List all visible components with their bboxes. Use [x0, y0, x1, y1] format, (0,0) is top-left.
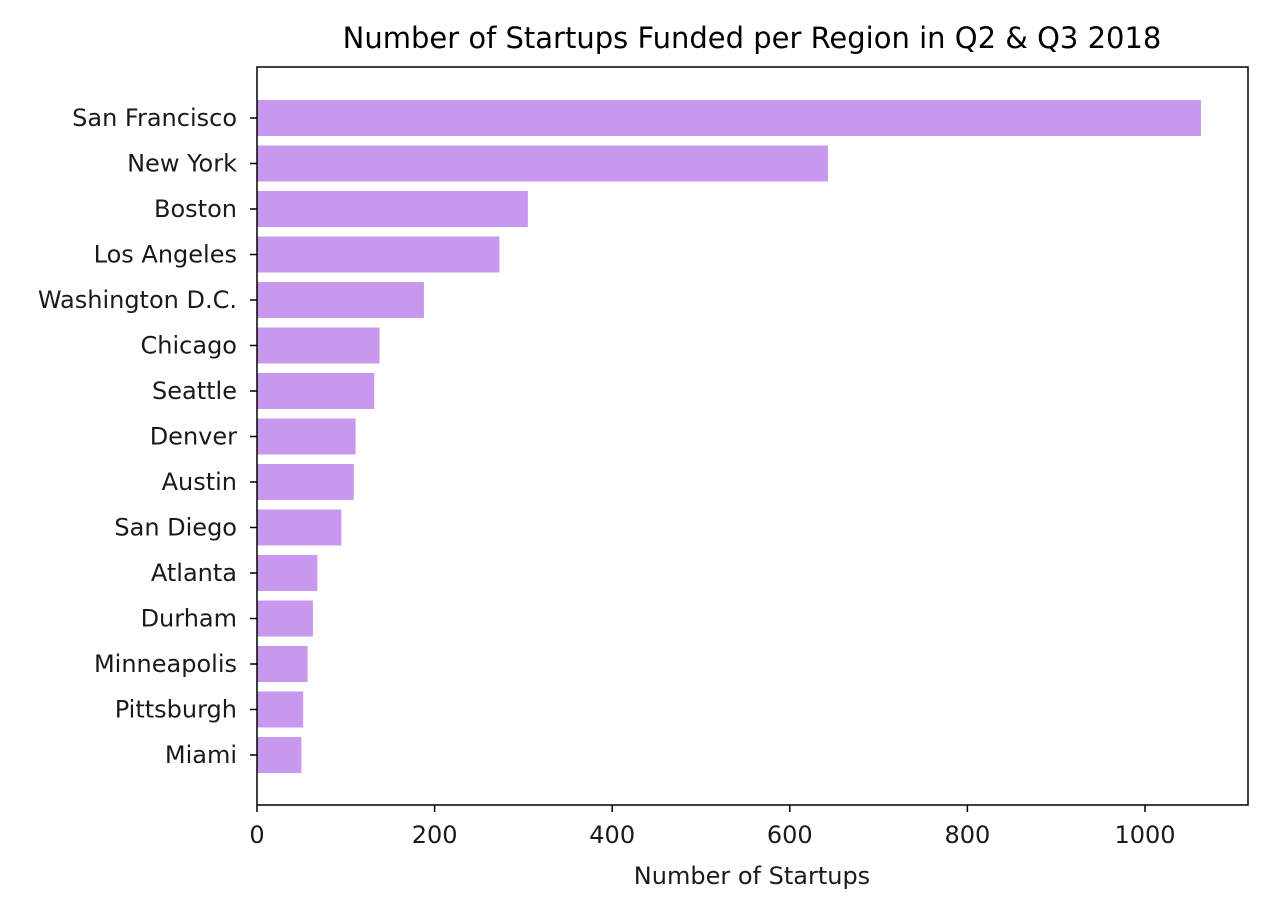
- bar-durham: [257, 600, 313, 637]
- bar-denver: [257, 418, 356, 455]
- y-tick-label: Austin: [162, 468, 237, 496]
- bar-austin: [257, 464, 354, 500]
- bar-boston: [257, 191, 528, 227]
- chart-title: Number of Startups Funded per Region in …: [343, 21, 1162, 55]
- y-tick-label: San Francisco: [72, 104, 237, 132]
- x-tick-label: 0: [249, 821, 264, 849]
- bar-new-york: [257, 145, 828, 182]
- y-tick-label: Seattle: [152, 377, 237, 405]
- x-tick-label: 200: [412, 821, 458, 849]
- y-tick-label: Los Angeles: [94, 241, 237, 269]
- y-tick-label: New York: [127, 150, 237, 178]
- x-tick-label: 1000: [1114, 821, 1175, 849]
- y-tick-label: Minneapolis: [94, 650, 237, 678]
- y-axis: San Francisco New York Boston Los Angeles Wa…: [38, 104, 257, 769]
- y-tick-label: Durham: [141, 605, 237, 633]
- bars-group: [257, 100, 1201, 773]
- y-tick-label: Boston: [154, 195, 237, 223]
- x-axis-label: Number of Startups: [634, 862, 870, 890]
- bar-chicago: [257, 327, 380, 364]
- y-tick-label: Atlanta: [151, 559, 237, 587]
- x-tick-label: 800: [944, 821, 990, 849]
- bar-san-francisco: [257, 100, 1201, 136]
- bar-los-angeles: [257, 236, 500, 273]
- bar-san-diego: [257, 509, 342, 546]
- bar-pittsburgh: [257, 691, 304, 728]
- x-axis: 0 200 400 600 800 1000: [249, 805, 1176, 849]
- y-tick-label: Denver: [150, 423, 237, 451]
- y-tick-label: San Diego: [114, 514, 237, 542]
- bar-miami: [257, 737, 302, 773]
- bar-seattle: [257, 373, 375, 409]
- y-tick-label: Miami: [165, 741, 237, 769]
- x-tick-label: 400: [589, 821, 635, 849]
- y-tick-label: Washington D.C.: [38, 286, 237, 314]
- bar-atlanta: [257, 555, 318, 591]
- bar-minneapolis: [257, 646, 308, 682]
- bar-washington-d-c: [257, 282, 424, 318]
- y-tick-label: Pittsburgh: [115, 696, 237, 724]
- x-tick-label: 600: [767, 821, 813, 849]
- y-tick-label: Chicago: [141, 332, 237, 360]
